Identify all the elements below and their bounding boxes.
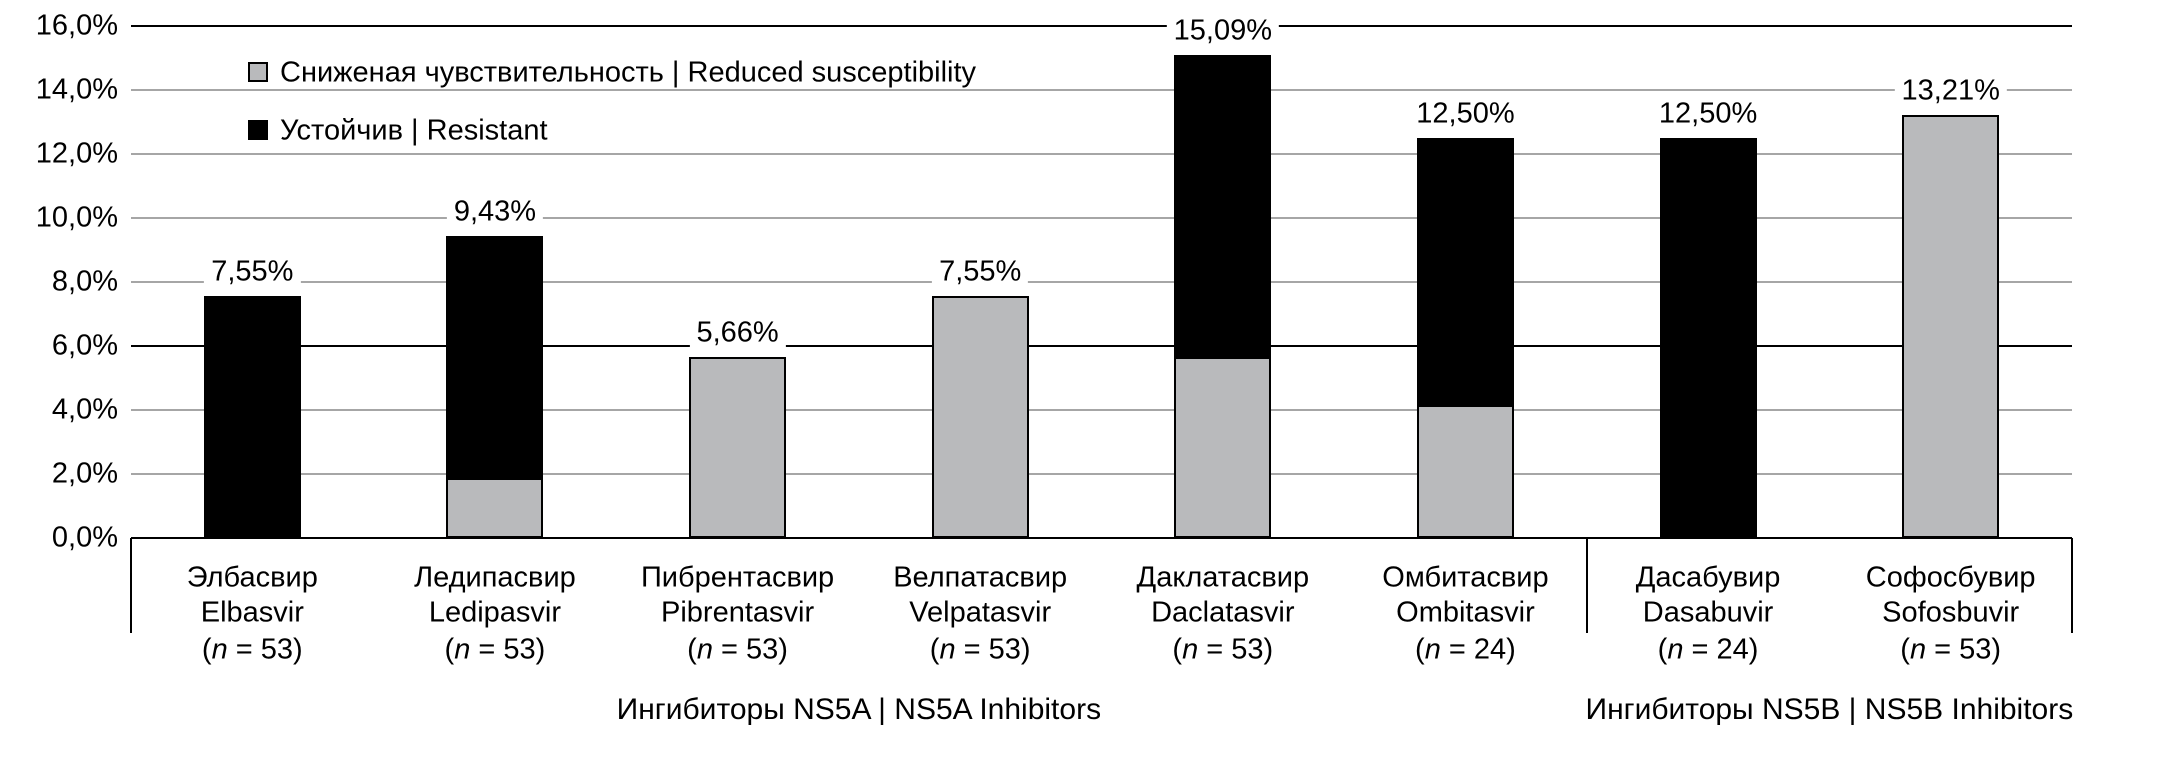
- x-axis-line: [131, 537, 2072, 539]
- bar-segment-resistant-ledipasvir: [446, 235, 544, 478]
- bar-segment-resistant-elbasvir: [203, 296, 301, 538]
- bar-segment-resistant-ombitasvir: [1416, 138, 1514, 405]
- legend-label-resistant: Устойчив | Resistant: [280, 114, 548, 147]
- y-tick-label-2pct: 2,0%: [51, 457, 118, 490]
- category-label-n-sofosbuvir: (n = 53): [1900, 633, 2002, 666]
- bar-total-label-dasabuvir: 12,50%: [1651, 97, 1765, 131]
- category-label-en-sofosbuvir: Sofosbuvir: [1882, 596, 2020, 629]
- category-label-n-ombitasvir: (n = 24): [1415, 633, 1516, 666]
- category-label-en-elbasvir: Elbasvir: [200, 596, 304, 629]
- category-label-n-daclatasvir: (n = 53): [1172, 633, 1274, 666]
- gridline-12pct: [131, 153, 2072, 155]
- category-label-n-ledipasvir: (n = 53): [444, 633, 546, 666]
- y-tick-label-8pct: 8,0%: [51, 265, 118, 298]
- category-label-n-pibrentasvir: (n = 53): [687, 633, 788, 666]
- category-label-en-ombitasvir: Ombitasvir: [1396, 596, 1535, 629]
- bar-total-label-velpatasvir: 7,55%: [932, 255, 1029, 289]
- bar-segment-reduced-ombitasvir: [1416, 404, 1514, 538]
- bar-segment-reduced-pibrentasvir: [689, 356, 787, 538]
- bar-segment-reduced-sofosbuvir: [1902, 115, 2000, 538]
- gridline-8pct: [131, 281, 2072, 283]
- y-tick-label-14pct: 14,0%: [35, 73, 118, 106]
- bar-segment-resistant-dasabuvir: [1659, 138, 1757, 538]
- bar-total-label-elbasvir: 7,55%: [204, 255, 301, 289]
- category-label-en-velpatasvir: Velpatasvir: [909, 596, 1052, 629]
- category-label-n-dasabuvir: (n = 24): [1657, 633, 1759, 666]
- bar-segment-reduced-daclatasvir: [1174, 356, 1272, 538]
- category-box-right-edge: [2071, 538, 2073, 633]
- category-label-en-daclatasvir: Daclatasvir: [1151, 596, 1295, 629]
- bar-total-label-daclatasvir: 15,09%: [1166, 14, 1279, 48]
- bar-segment-reduced-ledipasvir: [446, 477, 544, 538]
- category-box-left-edge: [130, 538, 132, 633]
- category-label-en-pibrentasvir: Pibrentasvir: [661, 596, 815, 629]
- category-label-ru-ombitasvir: Омбитасвир: [1382, 561, 1549, 594]
- gridline-6pct: [131, 345, 2072, 347]
- y-tick-label-16pct: 16,0%: [35, 9, 118, 42]
- gridline-2pct: [131, 473, 2072, 475]
- y-tick-label-12pct: 12,0%: [35, 137, 118, 170]
- y-tick-label-0pct: 0,0%: [51, 521, 118, 554]
- gridline-4pct: [131, 409, 2072, 411]
- group-label-ns5a: Ингибиторы NS5A | NS5A Inhibitors: [616, 693, 1102, 726]
- bar-total-label-pibrentasvir: 5,66%: [689, 316, 786, 350]
- category-label-ru-velpatasvir: Велпатасвир: [893, 561, 1068, 594]
- group-label-ns5b: Ингибиторы NS5B | NS5B Inhibitors: [1585, 693, 2074, 726]
- group-divider: [1585, 538, 1588, 633]
- category-label-ru-ledipasvir: Ледипасвир: [414, 561, 576, 594]
- bar-total-label-sofosbuvir: 13,21%: [1894, 74, 2007, 108]
- category-label-en-dasabuvir: Dasabuvir: [1642, 596, 1774, 629]
- legend-label-reduced-susceptibility: Сниженая чувствительность | Reduced susc…: [280, 56, 977, 89]
- category-label-n-velpatasvir: (n = 53): [929, 633, 1031, 666]
- category-label-n-elbasvir: (n = 53): [201, 633, 303, 666]
- y-tick-label-4pct: 4,0%: [51, 393, 118, 426]
- legend-swatch-reduced-susceptibility: [248, 62, 268, 82]
- y-tick-label-10pct: 10,0%: [35, 201, 118, 234]
- y-tick-label-6pct: 6,0%: [51, 329, 118, 362]
- legend-swatch-resistant: [248, 120, 268, 140]
- category-label-ru-dasabuvir: Дасабувир: [1635, 561, 1781, 594]
- category-label-en-ledipasvir: Ledipasvir: [428, 596, 562, 629]
- bar-segment-reduced-velpatasvir: [931, 296, 1029, 538]
- bar-segment-resistant-daclatasvir: [1174, 55, 1272, 357]
- category-label-ru-sofosbuvir: Софосбувир: [1865, 561, 2036, 594]
- category-label-ru-daclatasvir: Даклатасвир: [1136, 561, 1310, 594]
- bar-total-label-ledipasvir: 9,43%: [446, 195, 544, 229]
- gridline-10pct: [131, 217, 2072, 219]
- gridline-16pct: [131, 25, 2072, 27]
- gridline-14pct: [131, 89, 2072, 91]
- category-label-ru-pibrentasvir: Пибрентасвир: [640, 561, 835, 594]
- category-label-ru-elbasvir: Элбасвир: [186, 561, 318, 594]
- bar-total-label-ombitasvir: 12,50%: [1409, 97, 1522, 131]
